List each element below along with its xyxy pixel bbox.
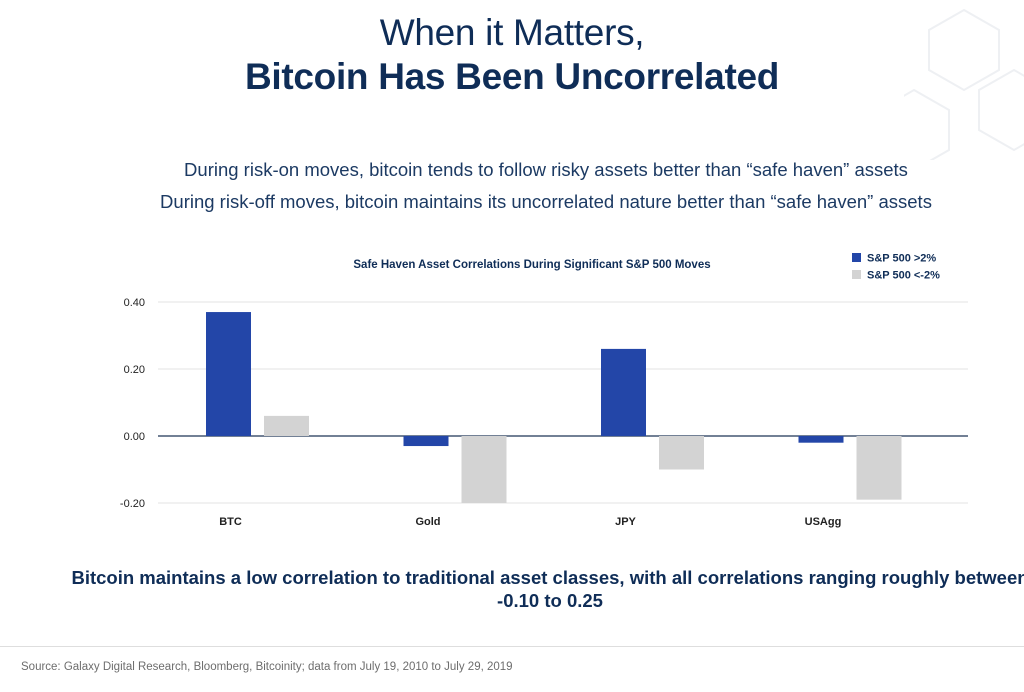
bar-usagg-series-1 — [856, 436, 902, 500]
y-axis-tick-labels: 0.40 0.20 0.00 -0.20 — [120, 297, 145, 510]
bar-gold-series-1 — [461, 436, 507, 503]
x-axis-category-labels: BTC Gold JPY USAgg — [219, 516, 841, 528]
legend-swatch — [852, 270, 861, 279]
y-tick-label: 0.40 — [124, 297, 145, 309]
slide-title-line-2: Bitcoin Has Been Uncorrelated — [244, 56, 780, 97]
bar-gold-series-0 — [403, 436, 449, 447]
y-tick-label: -0.20 — [120, 498, 145, 510]
chart-gridlines — [158, 301, 968, 504]
conclusion-text: Bitcoin maintains a low correlation to t… — [71, 567, 1024, 611]
background-hexagon-decoration — [904, 8, 1024, 160]
chart-bars — [206, 312, 902, 503]
x-category-label: BTC — [219, 516, 242, 528]
chart-title: Safe Haven Asset Correlations During Sig… — [353, 259, 710, 271]
legend-label: S&P 500 >2% — [867, 253, 936, 265]
chart-legend: S&P 500 >2% S&P 500 <-2% — [852, 253, 940, 282]
source-divider — [0, 646, 1024, 647]
subtitle-risk-on: During risk-on moves, bitcoin tends to f… — [184, 159, 908, 180]
subtitle-risk-off: During risk-off moves, bitcoin maintains… — [160, 191, 932, 212]
y-tick-label: 0.20 — [124, 364, 145, 376]
correlation-bar-chart: Safe Haven Asset Correlations During Sig… — [120, 253, 968, 528]
source-footnote: Source: Galaxy Digital Research, Bloombe… — [21, 661, 513, 673]
bar-btc-series-0 — [206, 312, 251, 436]
bar-btc-series-1 — [264, 415, 309, 436]
x-category-label: Gold — [415, 516, 440, 528]
x-category-label: USAgg — [805, 516, 842, 528]
y-tick-label: 0.00 — [124, 431, 145, 443]
x-category-label: JPY — [615, 516, 636, 528]
bar-jpy-series-0 — [601, 348, 646, 436]
bar-usagg-series-0 — [798, 436, 844, 443]
bar-jpy-series-1 — [659, 436, 704, 470]
legend-label: S&P 500 <-2% — [867, 270, 940, 282]
slide-title-line-1: When it Matters, — [379, 12, 645, 53]
legend-swatch — [852, 253, 861, 262]
